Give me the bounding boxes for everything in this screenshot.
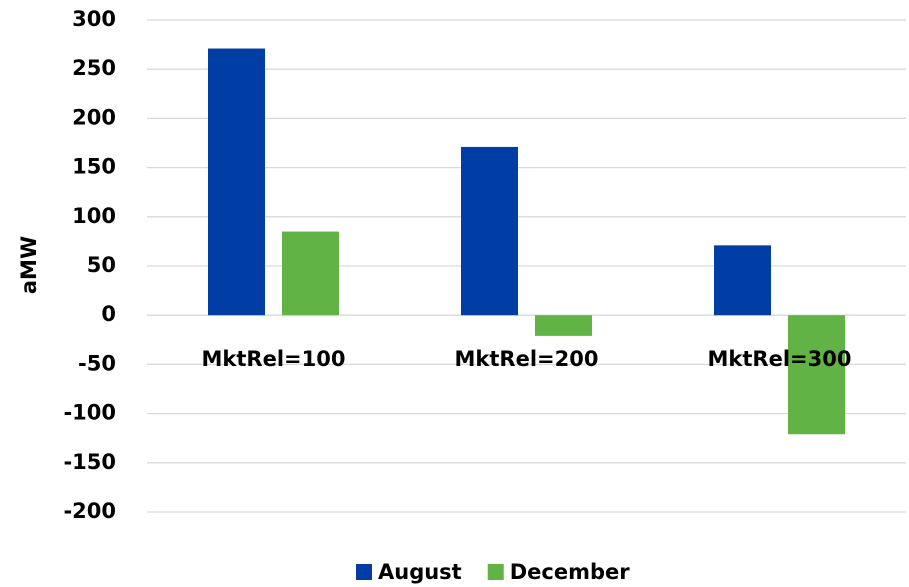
bar xyxy=(282,231,339,316)
y-tick-label: 200 xyxy=(72,105,116,129)
y-tick-label: -150 xyxy=(63,450,116,474)
bar xyxy=(535,315,592,336)
bar xyxy=(461,146,518,316)
legend-label: December xyxy=(510,560,631,584)
legend-swatch xyxy=(356,564,372,580)
bar xyxy=(788,315,845,435)
x-tick-label: MktRel=200 xyxy=(455,347,599,371)
y-tick-label: -50 xyxy=(78,351,116,375)
y-tick-label: -200 xyxy=(63,499,116,523)
bar xyxy=(208,48,265,316)
x-tick-label: MktRel=100 xyxy=(202,347,346,371)
legend-swatch xyxy=(487,564,504,580)
x-tick-label: MktRel=300 xyxy=(708,347,852,371)
y-tick-label: -100 xyxy=(63,401,116,425)
y-axis-label: aMW xyxy=(17,236,41,294)
y-tick-label: 250 xyxy=(72,56,116,80)
legend-label: August xyxy=(378,560,462,584)
bar xyxy=(714,245,771,316)
y-tick-label: 50 xyxy=(87,253,116,277)
y-tick-label: 0 xyxy=(101,302,116,326)
y-tick-label: 300 xyxy=(72,7,116,31)
y-tick-label: 100 xyxy=(72,204,116,228)
y-tick-label: 150 xyxy=(72,155,116,179)
